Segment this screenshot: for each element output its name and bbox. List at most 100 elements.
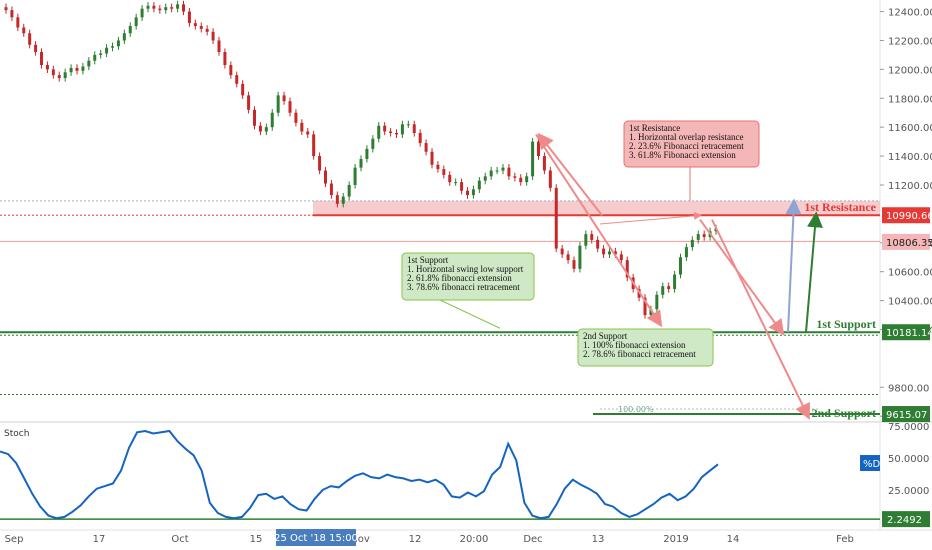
candle-body	[548, 170, 552, 188]
support1-annotation-line: 3. 78.6% fibonacci retracement	[407, 282, 520, 292]
blue-projection-arrow	[785, 198, 802, 333]
candle-body	[584, 234, 588, 246]
candle-body	[359, 158, 363, 168]
candle-body	[495, 170, 499, 172]
current-price-tag-bg	[882, 233, 930, 250]
candle-body	[602, 248, 606, 255]
candle-body	[347, 184, 351, 197]
stoch-tick-label: 75.0000	[888, 422, 929, 433]
candle-body	[276, 95, 280, 113]
candle-body	[643, 297, 647, 316]
candle-body	[187, 11, 191, 24]
candle-body	[258, 125, 262, 132]
candle-body	[158, 8, 162, 11]
candle-body	[51, 69, 55, 76]
candle-body	[383, 125, 387, 132]
candle-body	[152, 5, 156, 9]
candle-body	[406, 124, 410, 126]
candle-body	[34, 44, 38, 53]
y-tick-label: 11200.00	[888, 181, 932, 192]
candle-body	[341, 196, 345, 204]
support1-label: 1st Support	[816, 317, 876, 331]
candle-body	[140, 8, 144, 18]
candle-body	[134, 17, 138, 27]
support1-annotation-pointer	[439, 299, 501, 329]
resistance-price-tag-bg	[882, 207, 930, 224]
stoch-last-bg	[882, 511, 930, 528]
x-tick-label: Feb	[836, 534, 854, 545]
candle-body	[40, 52, 43, 66]
candle-body	[22, 27, 26, 34]
candle-body	[531, 141, 535, 177]
candle-body	[513, 176, 517, 178]
candle-body	[87, 60, 91, 67]
x-tick-label: 13	[592, 534, 605, 545]
y-tick-label: 10600.00	[888, 268, 932, 279]
resistance-annotation-line: 2. 23.6% Fibonacci retracement	[629, 141, 744, 151]
candle-body	[57, 75, 61, 79]
candle-body	[501, 167, 505, 171]
candle-body	[679, 257, 682, 275]
support2-annotation-title: 2nd Support	[583, 331, 628, 341]
current-price-tag: 10806.35	[886, 238, 932, 249]
candle-body	[430, 151, 434, 165]
support2-annotation-box	[577, 328, 714, 367]
y-tick-label: 10400.00	[888, 297, 932, 308]
candle-body	[442, 169, 446, 175]
cursor-time-box	[276, 529, 356, 546]
candle-body	[684, 247, 688, 258]
x-tick-label: Oct	[171, 534, 188, 545]
fib-arrow-4	[599, 211, 702, 225]
candle-body	[353, 167, 357, 185]
candle-body	[75, 67, 79, 71]
x-tick-label: 15	[250, 534, 263, 545]
candle-body	[10, 10, 14, 18]
candle-body	[264, 127, 268, 132]
candle-body	[199, 26, 203, 29]
x-tick-label: 20:00	[460, 534, 489, 545]
candle-body	[270, 112, 274, 128]
support2-label: 2nd Support	[812, 406, 876, 420]
candle-body	[625, 260, 629, 278]
x-tick-label: 17	[93, 534, 106, 545]
candle-body	[247, 95, 251, 110]
candle-body	[193, 23, 197, 27]
candle-body	[525, 176, 529, 183]
candle-body	[69, 67, 73, 73]
cursor-time-label: 25 Oct '18 15:00	[274, 533, 358, 544]
candle-body	[489, 170, 493, 177]
candle-body	[93, 54, 97, 61]
candle-body	[436, 164, 440, 170]
x-tick-label: Dec	[523, 534, 542, 545]
candle-body	[63, 72, 67, 79]
candle-body	[424, 143, 428, 152]
fib-arrow-2	[711, 219, 810, 420]
support2-annotation-line: 2. 78.6% fibonacci retracement	[583, 349, 696, 359]
resistance-annotation-box	[623, 120, 760, 168]
resistance-annotation-line: 1. Horizontal overlap resistance	[629, 132, 743, 142]
candle-body	[395, 132, 398, 135]
candle-body	[16, 17, 20, 28]
candle-body	[282, 95, 286, 102]
candle-body	[477, 180, 481, 190]
candle-body	[702, 234, 706, 238]
stoch-legend-box	[860, 455, 880, 472]
candle-body	[608, 251, 611, 255]
candle-body	[170, 7, 174, 9]
candle-body	[318, 156, 322, 171]
support2-annotation-line: 1. 100% fibonacci extension	[583, 340, 686, 350]
candle-body	[235, 75, 239, 84]
candle-body	[483, 176, 487, 181]
candle-body	[122, 33, 126, 41]
candle-body	[696, 234, 700, 240]
candle-body	[116, 40, 120, 47]
stoch-title: Stoch	[4, 429, 29, 439]
x-tick-label: 12	[409, 534, 422, 545]
resistance-annotation-title: 1st Resistance	[629, 123, 680, 133]
x-tick-label: Nov	[350, 534, 370, 545]
y-tick-label: 12400.00	[888, 8, 932, 19]
candle-body	[655, 294, 659, 310]
candle-body	[45, 65, 49, 70]
